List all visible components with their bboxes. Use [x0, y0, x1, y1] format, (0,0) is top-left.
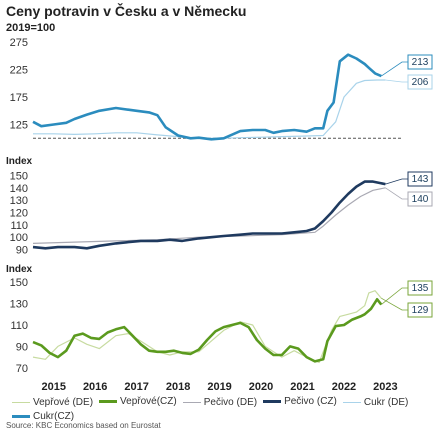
legend-item: Vepřové(CZ): [99, 396, 177, 407]
callout-box-1-0: [407, 171, 433, 187]
legend-swatch: [182, 402, 201, 403]
series-line-cukr-de-: [33, 79, 386, 139]
panel-2-ytick: 70: [16, 363, 28, 375]
panel-2-ytick: 110: [10, 320, 28, 332]
panel-0-ytick: 175: [10, 92, 28, 104]
callout-leader-2-0: [381, 287, 408, 305]
legend-item: Vepřové (DE): [12, 397, 93, 408]
legend-item: Cukr (DE): [342, 397, 409, 408]
callout-box-2-0: [407, 280, 433, 296]
panel-1-ytick: 130: [10, 195, 28, 207]
panel-0-ytick: 125: [10, 120, 28, 132]
x-tick-2015: 2015: [41, 381, 65, 393]
callout-value-2-1: 129: [412, 305, 429, 316]
callout-box-0-0: [407, 54, 433, 70]
callout-leader-0-1: [385, 79, 408, 83]
chart-subtitle: 2019=100: [6, 22, 56, 34]
panel-2-ylabel: Index: [6, 264, 33, 275]
legend-label: Pečivo (CZ): [284, 396, 337, 407]
panel-1-ylabel: Index: [6, 156, 33, 167]
legend-label: Vepřové (DE): [33, 397, 94, 408]
x-tick-2021: 2021: [290, 381, 314, 393]
callout-value-2-0: 135: [412, 283, 429, 294]
legend-item: Pečivo (DE): [182, 397, 258, 408]
panel-0-ytick: 225: [10, 65, 28, 77]
x-tick-2020: 2020: [249, 381, 273, 393]
legend-swatch: [12, 402, 30, 403]
panel-0-ytick: 275: [10, 37, 28, 49]
legend-label: Vepřové(CZ): [120, 396, 177, 407]
callout-box-2-1: [407, 302, 433, 318]
legend-swatch: [99, 400, 118, 403]
x-tick-2016: 2016: [83, 381, 107, 393]
series-line-pe-ivo-cz-: [32, 180, 386, 250]
x-tick-2019: 2019: [207, 381, 231, 393]
legend-label: Cukr (DE): [363, 397, 409, 408]
legend-label: Cukr(CZ): [33, 411, 75, 422]
x-tick-2018: 2018: [166, 381, 190, 393]
panel-1-ytick: 110: [10, 220, 28, 232]
panel-2-ytick: 130: [10, 299, 28, 311]
legend: Vepřové (DE) Vepřové(CZ) Pečivo (DE) Pečivo…: [12, 395, 436, 424]
callout-value-1-1: 140: [412, 194, 429, 205]
callout-leader-2-1: [381, 297, 408, 311]
callout-leader-1-0: [385, 178, 408, 185]
chart-title: Ceny potravin v Česku a v Německu: [6, 3, 247, 19]
series-line-vep-ov-cz-: [32, 297, 383, 363]
panel-1-ytick: 90: [16, 245, 28, 257]
source-note: Source: KBC Economics based on Eurostat: [6, 421, 161, 430]
legend-swatch: [263, 400, 282, 403]
series-line-pe-ivo-de-: [32, 187, 386, 244]
panel-1-ytick: 140: [10, 183, 28, 195]
callout-value-0-1: 206: [412, 77, 429, 88]
callout-box-0-1: [407, 74, 433, 90]
legend-swatch: [12, 415, 30, 418]
callout-box-1-1: [407, 191, 433, 207]
series-line-vep-ov-de-: [32, 290, 382, 364]
panel-1-ytick: 120: [10, 208, 28, 220]
panel-2-ytick: 150: [10, 277, 28, 289]
legend-item: Pečivo (CZ): [263, 396, 337, 407]
x-tick-2017: 2017: [124, 381, 148, 393]
panel-2-ytick: 90: [16, 341, 28, 353]
x-tick-2022: 2022: [332, 381, 356, 393]
callout-value-1-0: 143: [412, 174, 429, 185]
panel-1-ytick: 100: [10, 232, 28, 244]
legend-item: Cukr(CZ): [12, 411, 74, 422]
callout-leader-1-1: [385, 187, 408, 200]
series-line-cukr-cz-: [32, 53, 382, 141]
legend-swatch: [342, 402, 361, 403]
callout-value-0-0: 213: [412, 57, 429, 68]
legend-label: Pečivo (DE): [203, 397, 258, 408]
callout-leader-0-0: [381, 61, 408, 77]
panel-1-ytick: 150: [10, 170, 28, 182]
x-tick-2023: 2023: [373, 381, 397, 393]
